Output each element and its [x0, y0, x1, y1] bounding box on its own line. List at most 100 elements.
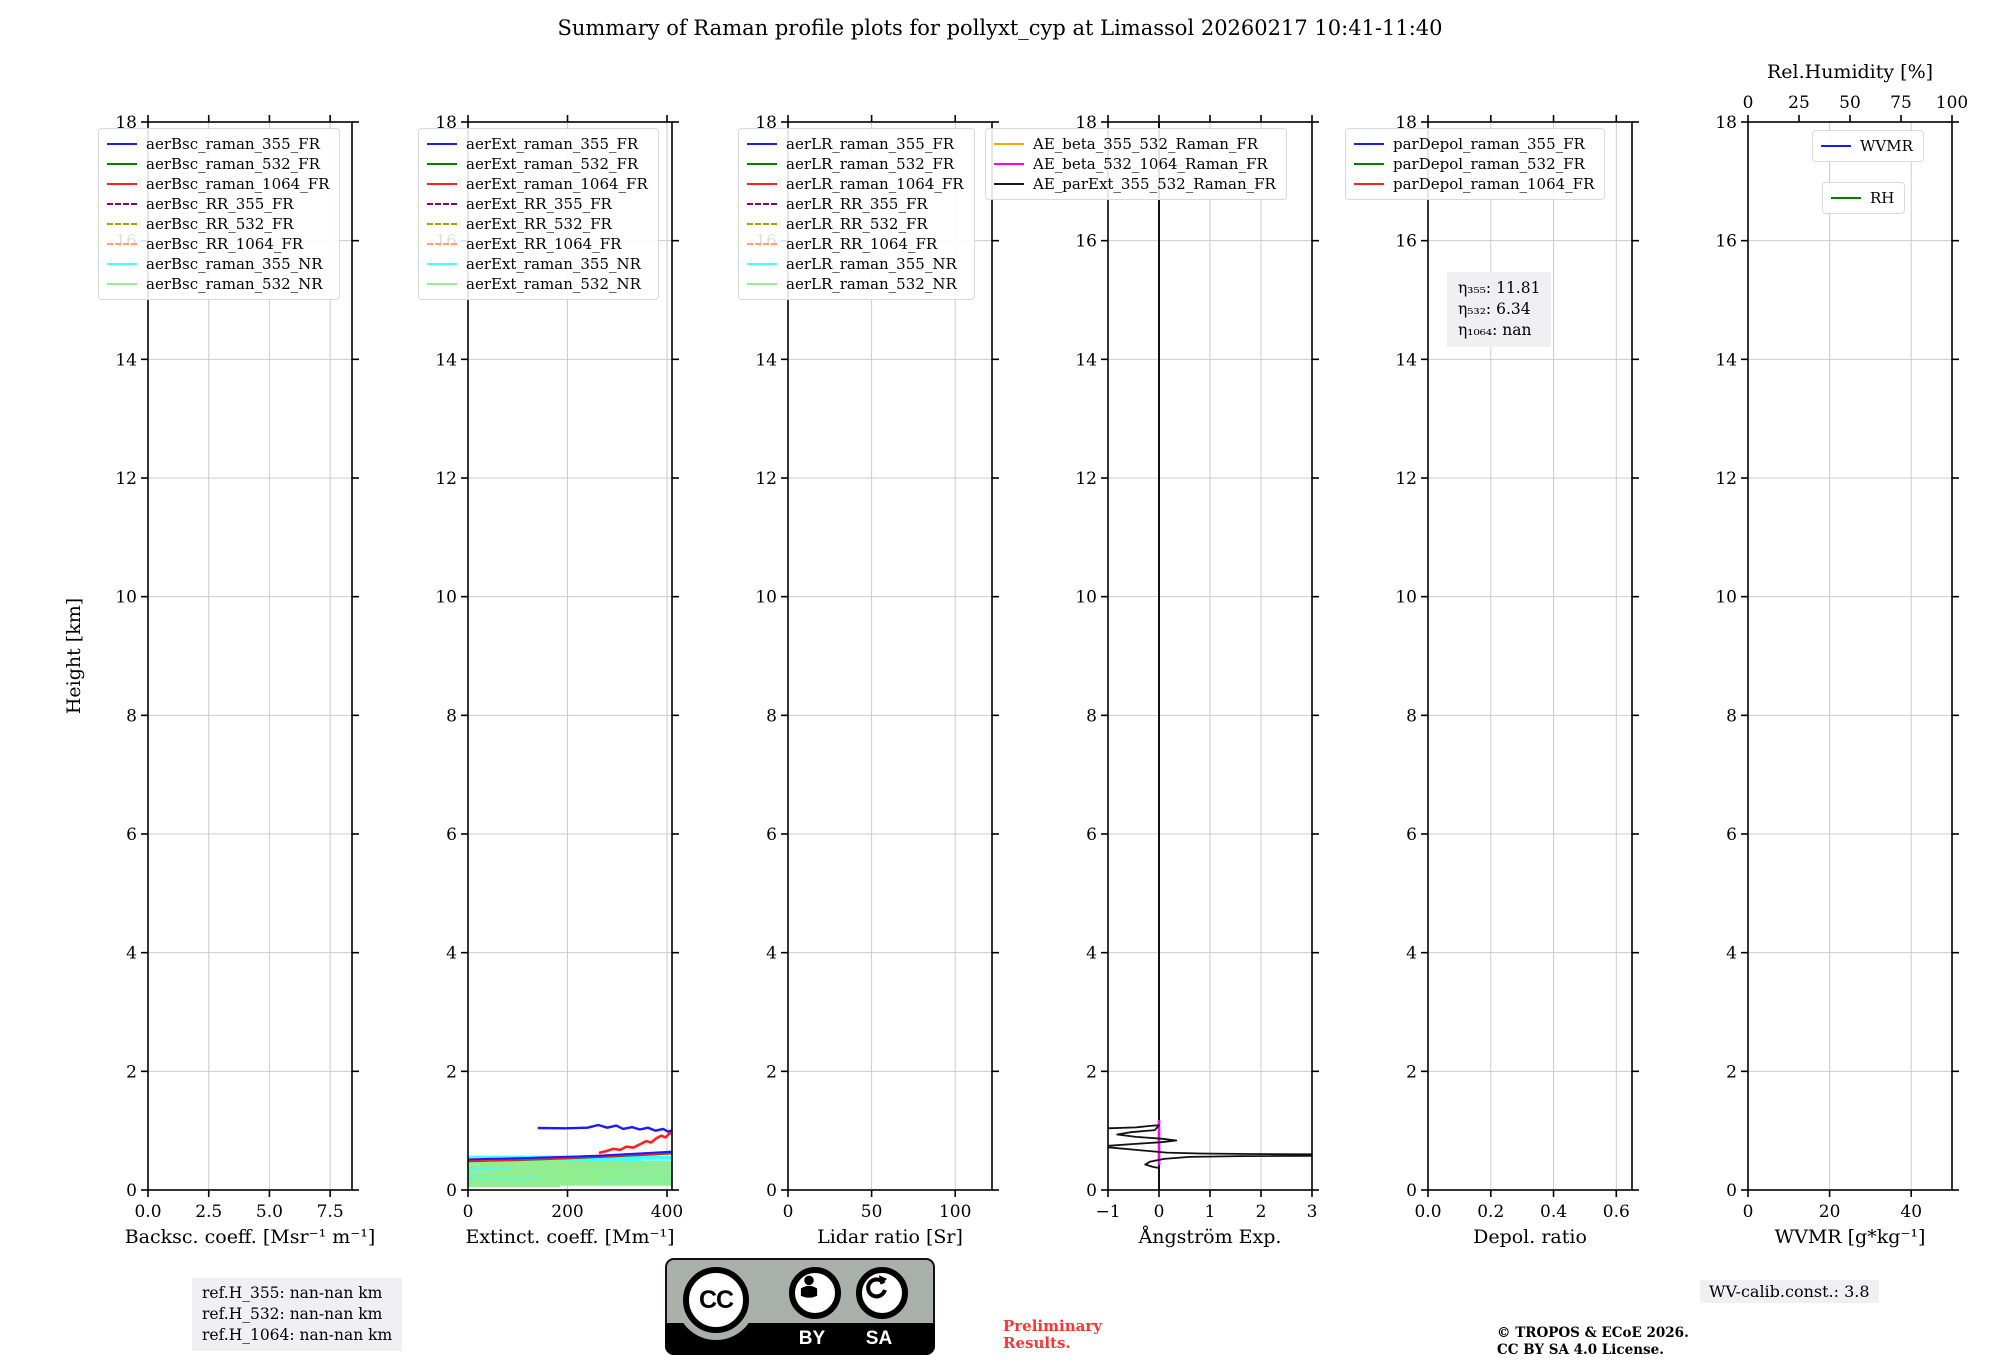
- legend-line-sample: [427, 163, 457, 165]
- legend-line-sample: [427, 283, 457, 285]
- legend-line-sample: [427, 223, 457, 225]
- y-tick-label: 16: [1715, 232, 1737, 252]
- y-tick-label: 16: [1395, 232, 1417, 252]
- x-tick-label: 0.6: [1603, 1202, 1630, 1222]
- y-tick-label: 6: [1726, 825, 1737, 845]
- x-axis-label-wvmr: WVMR [g*kg⁻¹]: [1774, 1226, 1926, 1248]
- top-axis-tick-label: 50: [1839, 93, 1861, 113]
- legend-item: aerBsc_raman_532_NR: [107, 274, 329, 294]
- legend-label: aerLR_raman_1064_FR: [786, 175, 964, 193]
- legend-label: aerBsc_raman_532_NR: [146, 275, 323, 293]
- preliminary-line-1: Preliminary: [1003, 1317, 1102, 1335]
- y-tick-label: 0: [766, 1181, 777, 1201]
- legend-label: aerExt_RR_1064_FR: [466, 235, 622, 253]
- legend-line-sample: [427, 243, 457, 245]
- eta-annotation-box: η₃₅₅: 11.81 η₅₃₂: 6.34 η₁₀₆₄: nan: [1447, 272, 1552, 347]
- x-tick-label: 2.5: [195, 1202, 222, 1222]
- legend-item: aerExt_RR_355_FR: [427, 194, 648, 214]
- cc-sa-arrow-icon: [856, 1267, 908, 1319]
- legend-label: aerExt_raman_532_NR: [466, 275, 641, 293]
- legend-line-sample: [1354, 163, 1384, 165]
- legend-lidar-ratio: aerLR_raman_355_FR aerLR_raman_532_FR aerL…: [738, 128, 975, 300]
- y-tick-label: 12: [755, 469, 777, 489]
- legend-label: aerBsc_RR_355_FR: [146, 195, 294, 213]
- legend-line-sample: [994, 143, 1024, 145]
- legend-line-sample: [427, 183, 457, 185]
- y-tick-label: 0: [1086, 1181, 1097, 1201]
- legend-line-sample: [107, 203, 137, 205]
- y-tick-label: 2: [1726, 1062, 1737, 1082]
- top-axis-tick-label: 0: [1743, 93, 1754, 113]
- y-tick-label: 14: [1395, 350, 1417, 370]
- x-tick-label: −1: [1095, 1202, 1120, 1222]
- legend-item: aerBsc_RR_532_FR: [107, 214, 329, 234]
- legend-line-sample: [747, 283, 777, 285]
- legend-label: AE_parExt_355_532_Raman_FR: [1033, 175, 1276, 193]
- legend-line-sample: [107, 223, 137, 225]
- legend-label: aerLR_raman_355_NR: [786, 255, 957, 273]
- legend-label: aerBsc_RR_1064_FR: [146, 235, 304, 253]
- x-tick-label: 0.0: [134, 1202, 161, 1222]
- eta-355-value: η₃₅₅: 11.81: [1458, 279, 1541, 297]
- legend-line-sample: [747, 183, 777, 185]
- y-tick-label: 8: [766, 706, 777, 726]
- x-axis-label-lidar-ratio: Lidar ratio [Sr]: [817, 1226, 963, 1248]
- legend-label: aerBsc_raman_1064_FR: [146, 175, 330, 193]
- legend-label: aerLR_RR_1064_FR: [786, 235, 938, 253]
- legend-label: parDepol_raman_355_FR: [1393, 135, 1585, 153]
- legend-backscatter: aerBsc_raman_355_FR aerBsc_raman_532_FR ae…: [98, 128, 341, 300]
- legend-label: aerExt_raman_355_NR: [466, 255, 641, 273]
- x-tick-label: 3: [1307, 1202, 1318, 1222]
- y-tick-label: 14: [1715, 350, 1737, 370]
- x-tick-label: 0: [1154, 1202, 1165, 1222]
- top-axis-tick-label: 100: [1936, 93, 1968, 113]
- legend-item: aerLR_raman_532_NR: [747, 274, 964, 294]
- y-tick-label: 2: [446, 1062, 457, 1082]
- legend-item: aerLR_raman_355_NR: [747, 254, 964, 274]
- legend-item: aerBsc_RR_1064_FR: [107, 234, 329, 254]
- legend-label: RH: [1870, 189, 1895, 207]
- legend-label: aerBsc_raman_532_FR: [146, 155, 320, 173]
- cc-sa-label: SA: [865, 1328, 893, 1349]
- y-tick-label: 12: [1715, 469, 1737, 489]
- legend-item: parDepol_raman_1064_FR: [1354, 174, 1594, 194]
- x-tick-label: 0.0: [1414, 1202, 1441, 1222]
- y-tick-label: 10: [755, 588, 777, 608]
- x-tick-label: 7.5: [317, 1202, 344, 1222]
- x-tick-label: 0.4: [1540, 1202, 1567, 1222]
- legend-line-sample: [747, 263, 777, 265]
- y-tick-label: 0: [126, 1181, 137, 1201]
- top-axis-tick-label: 25: [1788, 93, 1810, 113]
- y-tick-label: 10: [1395, 588, 1417, 608]
- series-aerExt_raman_1064_FR: [598, 1131, 672, 1155]
- legend-item: aerBsc_raman_532_FR: [107, 154, 329, 174]
- legend-item: aerLR_RR_532_FR: [747, 214, 964, 234]
- y-tick-label: 4: [1406, 944, 1417, 964]
- y-tick-label: 6: [446, 825, 457, 845]
- legend-item: parDepol_raman_532_FR: [1354, 154, 1594, 174]
- ref-h-355: ref.H_355: nan-nan km: [202, 1284, 383, 1302]
- legend-line-sample: [747, 223, 777, 225]
- x-tick-label: 40: [1900, 1202, 1922, 1222]
- legend-item: aerExt_raman_532_FR: [427, 154, 648, 174]
- y-tick-label: 0: [446, 1181, 457, 1201]
- legend-label: aerLR_RR_355_FR: [786, 195, 928, 213]
- panel-backscatter: 0.02.55.07.5024681012141618: [115, 113, 359, 1222]
- series-aerExt_raman_355_FR: [537, 1123, 672, 1133]
- y-tick-label: 6: [1086, 825, 1097, 845]
- x-tick-label: 200: [551, 1202, 583, 1222]
- legend-label: aerExt_RR_355_FR: [466, 195, 612, 213]
- y-tick-label: 10: [435, 588, 457, 608]
- y-tick-label: 12: [1075, 469, 1097, 489]
- legend-item: aerExt_raman_532_NR: [427, 274, 648, 294]
- legend-item: aerLR_RR_1064_FR: [747, 234, 964, 254]
- legend-line-sample: [994, 183, 1024, 185]
- y-tick-label: 2: [126, 1062, 137, 1082]
- series-AE_parExt_355_532_Raman_FR: [1108, 1124, 1312, 1169]
- legend-wvmr: WVMR: [1812, 130, 1924, 162]
- y-tick-label: 4: [126, 944, 137, 964]
- legend-label: aerLR_raman_532_FR: [786, 155, 955, 173]
- legend-line-sample: [1821, 145, 1851, 147]
- legend-line-sample: [427, 263, 457, 265]
